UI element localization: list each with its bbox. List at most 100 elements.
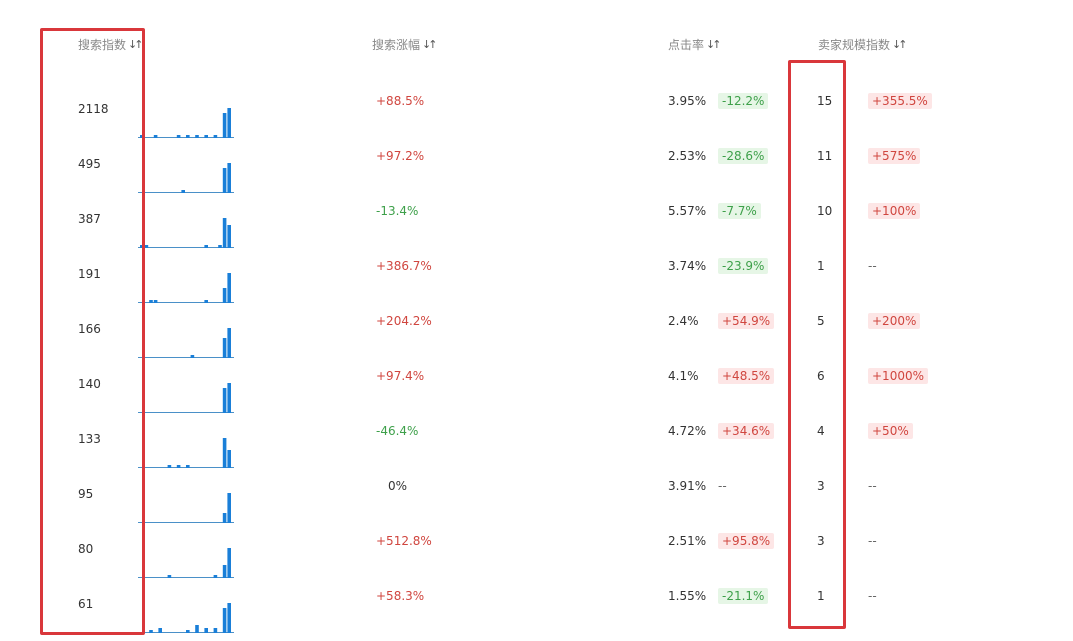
sparkline-bar — [144, 245, 149, 248]
search-growth-value: 0% — [388, 479, 408, 493]
sparkline-bar — [222, 438, 227, 468]
sparkline-bar — [176, 465, 181, 468]
sparkline-bar — [140, 245, 144, 248]
search-index-value: 61 — [78, 597, 94, 611]
sparkline-bar — [140, 135, 144, 138]
sort-icon[interactable]: ↓↑ — [128, 38, 144, 51]
sparkline-bar — [153, 300, 158, 303]
sparkline-bar — [176, 135, 181, 138]
sparkline-bar — [181, 190, 185, 193]
trend-sparkline[interactable] — [138, 491, 234, 523]
sparkline-bar — [227, 163, 231, 193]
search-index-value: 495 — [78, 157, 101, 171]
search-index-value: 80 — [78, 542, 94, 556]
ctr-change-badge: +34.6% — [718, 423, 775, 439]
seller-change-badge: -- — [868, 259, 877, 273]
table-row[interactable]: 191 +386.7% 3.74% -23.9% 1 -- — [0, 245, 1073, 303]
sort-icon[interactable]: ↓↑ — [706, 38, 722, 51]
seller-index-value: 1 — [817, 589, 825, 603]
ctr-change-badge: +48.5% — [718, 368, 775, 384]
sparkline-bar — [195, 625, 199, 633]
ctr-change-badge: -28.6% — [718, 148, 769, 164]
search-growth-value: +386.7% — [376, 259, 432, 273]
sparkline-bar — [204, 245, 208, 248]
seller-index-value: 15 — [817, 94, 833, 108]
trend-sparkline[interactable] — [138, 271, 234, 303]
trend-sparkline[interactable] — [138, 161, 234, 193]
sparkline-bar — [213, 575, 218, 578]
table-row[interactable]: 140 +97.4% 4.1% +48.5% 6 +1000% — [0, 355, 1073, 413]
table-row[interactable]: 166 +204.2% 2.4% +54.9% 5 +200% — [0, 300, 1073, 358]
ctr-value: 2.51% — [668, 534, 707, 548]
ctr-value: 3.91% — [668, 479, 707, 493]
sparkline-bar — [204, 300, 208, 303]
sparkline-bar — [222, 168, 227, 193]
seller-change-badge: -- — [868, 534, 877, 548]
ctr-change-badge: -21.1% — [718, 588, 769, 604]
search-index-value: 95 — [78, 487, 94, 501]
header-seller-index[interactable]: 卖家规模指数 ↓↑ — [818, 36, 908, 53]
seller-index-value: 3 — [817, 479, 825, 493]
sparkline-bar — [158, 628, 162, 633]
search-growth-value: +58.3% — [376, 589, 425, 603]
trend-sparkline[interactable] — [138, 546, 234, 578]
header-search-index[interactable]: 搜索指数 ↓↑ — [78, 36, 144, 53]
ctr-value: 1.55% — [668, 589, 707, 603]
ctr-change-badge: -7.7% — [718, 203, 761, 219]
header-ctr-label: 点击率 — [668, 38, 705, 52]
seller-index-value: 6 — [817, 369, 825, 383]
table-row[interactable]: 95 0% 3.91% -- 3 -- — [0, 465, 1073, 523]
sparkline-bar — [222, 608, 227, 633]
table-row[interactable]: 387 -13.4% 5.57% -7.7% 10 +100% — [0, 190, 1073, 248]
ctr-value: 2.4% — [668, 314, 699, 328]
table-row[interactable]: 61 +58.3% 1.55% -21.1% 1 -- — [0, 575, 1073, 633]
seller-change-badge: +355.5% — [868, 93, 932, 109]
sparkline-bar — [227, 225, 231, 248]
table-row[interactable]: 495 +97.2% 2.53% -28.6% 11 +575% — [0, 135, 1073, 193]
trend-sparkline[interactable] — [138, 216, 234, 248]
seller-change-badge: +575% — [868, 148, 921, 164]
seller-change-badge: -- — [868, 589, 877, 603]
sparkline-bar — [186, 630, 190, 633]
search-index-value: 191 — [78, 267, 101, 281]
search-growth-value: +88.5% — [376, 94, 425, 108]
seller-change-badge: +1000% — [868, 368, 928, 384]
search-growth-value: +97.4% — [376, 369, 425, 383]
trend-sparkline[interactable] — [138, 436, 234, 468]
search-growth-value: -13.4% — [376, 204, 419, 218]
sparkline-bar — [222, 338, 227, 358]
header-search-growth[interactable]: 搜索涨幅 ↓↑ — [372, 36, 438, 53]
seller-change-badge: +200% — [868, 313, 921, 329]
table-row[interactable]: 2118 +88.5% 3.95% -12.2% 15 +355.5% — [0, 80, 1073, 138]
trend-sparkline[interactable] — [138, 106, 234, 138]
sparkline-bar — [153, 135, 158, 138]
search-index-value: 166 — [78, 322, 101, 336]
sparkline-bar — [190, 355, 195, 358]
seller-change-badge: +100% — [868, 203, 921, 219]
sparkline-bar — [149, 630, 153, 633]
sparkline-bar — [227, 450, 231, 468]
table-row[interactable]: 133 -46.4% 4.72% +34.6% 4 +50% — [0, 410, 1073, 468]
seller-index-value: 3 — [817, 534, 825, 548]
ctr-change-badge: -12.2% — [718, 93, 769, 109]
sparkline-bar — [227, 493, 231, 523]
sparkline-bar — [222, 565, 227, 578]
header-search-index-label: 搜索指数 — [78, 38, 127, 52]
seller-change-badge: -- — [868, 479, 877, 493]
trend-sparkline[interactable] — [138, 381, 234, 413]
sparkline-bar — [222, 113, 227, 138]
sparkline-bar — [227, 273, 231, 303]
sparkline-bar — [213, 135, 218, 138]
ctr-change-badge: +95.8% — [718, 533, 775, 549]
sort-icon[interactable]: ↓↑ — [892, 38, 908, 51]
table-row[interactable]: 80 +512.8% 2.51% +95.8% 3 -- — [0, 520, 1073, 578]
seller-index-value: 4 — [817, 424, 825, 438]
ctr-value: 5.57% — [668, 204, 707, 218]
sparkline-bar — [213, 628, 218, 633]
sparkline-bar — [227, 383, 231, 413]
highlight-box-search-index — [40, 28, 145, 635]
header-ctr[interactable]: 点击率 ↓↑ — [668, 36, 722, 53]
trend-sparkline[interactable] — [138, 601, 234, 633]
trend-sparkline[interactable] — [138, 326, 234, 358]
sort-icon[interactable]: ↓↑ — [422, 38, 438, 51]
